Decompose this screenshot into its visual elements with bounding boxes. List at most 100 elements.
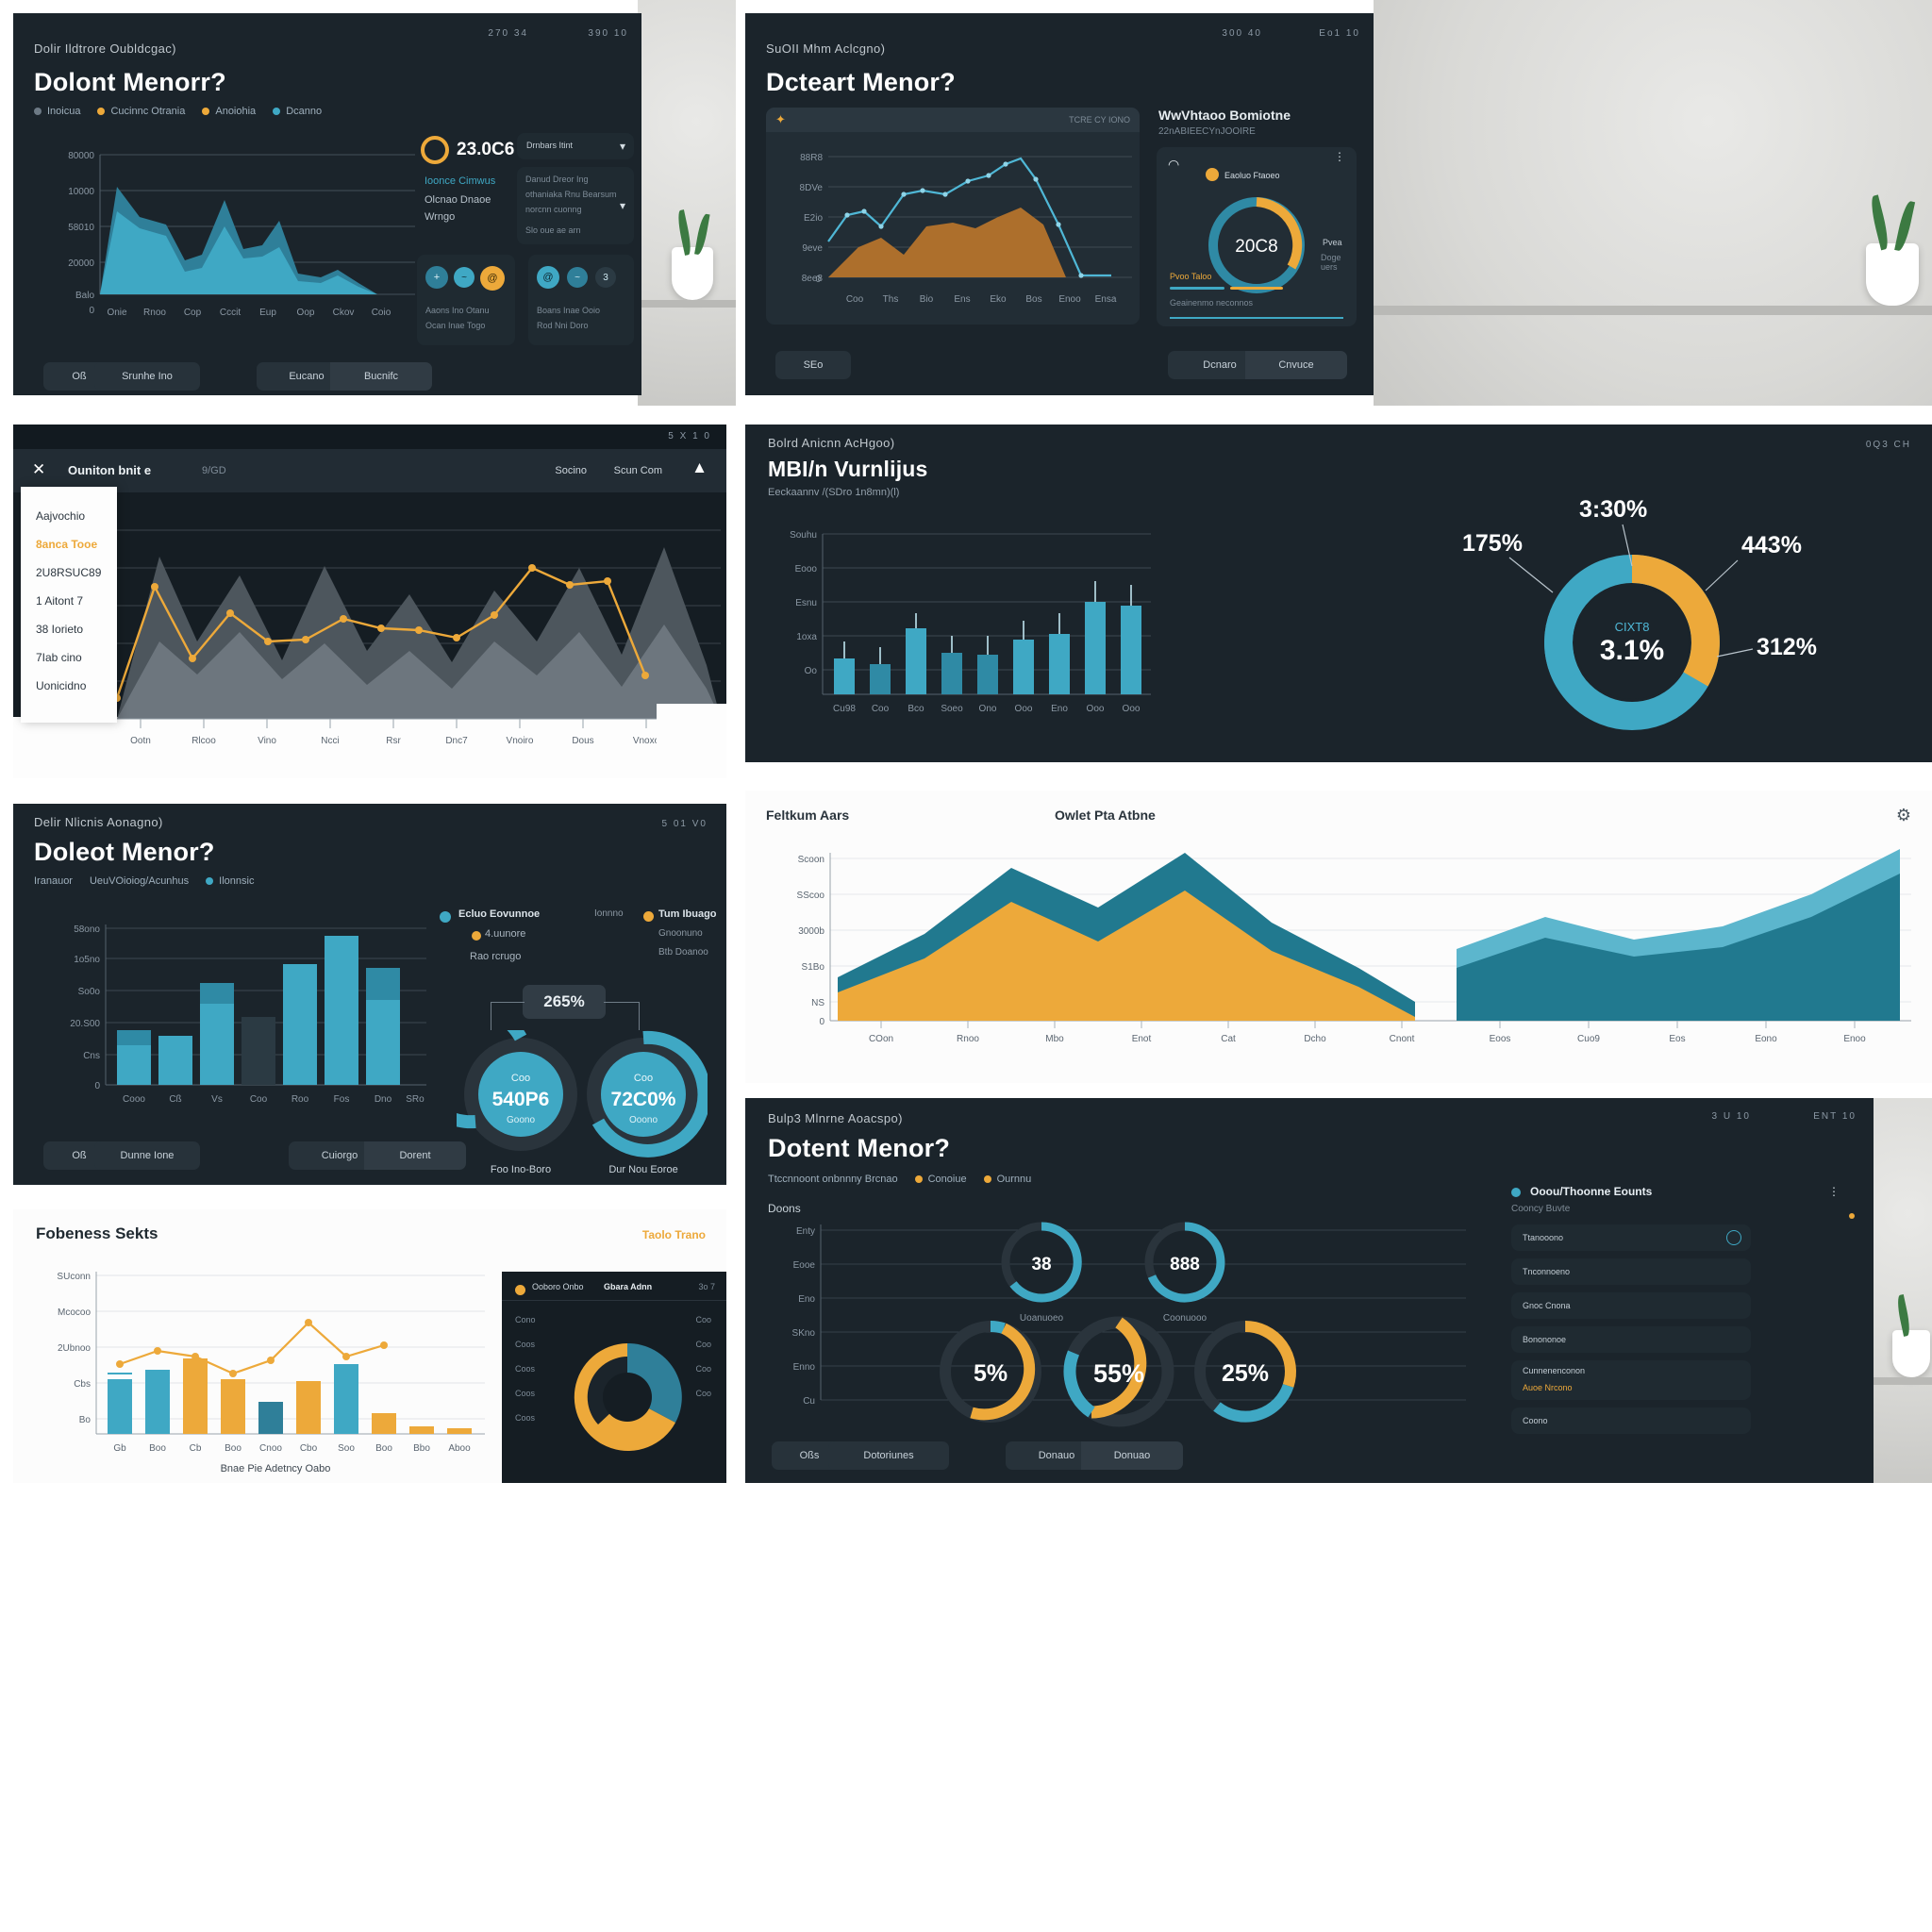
panel1-dropdown[interactable]: Drnbars Itint ▾ bbox=[517, 133, 634, 159]
panel6-bar-line-chart[interactable]: SUconn Mcocoo 2Ubnoo Cbs Bo Gb Boo Cb Boo Cnoo… bbox=[21, 1258, 492, 1475]
svg-text:Enoo: Enoo bbox=[1843, 1034, 1866, 1044]
panel4-donut-chart[interactable]: CIXT8 3.1% 175% 3:30% 443% 312% bbox=[1349, 487, 1915, 751]
chip-icon-wave-2[interactable]: ~ bbox=[567, 267, 588, 288]
panel6-inset-row-3[interactable]: Coos bbox=[515, 1389, 536, 1398]
legend-item[interactable]: UeuVOioiog/Acunhus bbox=[90, 875, 189, 887]
svg-text:38: 38 bbox=[1031, 1255, 1051, 1274]
svg-text:Enoo: Enoo bbox=[1058, 294, 1081, 305]
panel8-side-item-2[interactable]: Gnoc Cnona bbox=[1511, 1292, 1751, 1319]
panel5-gauge-2[interactable]: Coo 72C0% Ooono bbox=[579, 1030, 708, 1158]
panel6-inset-row-0[interactable]: Cono bbox=[515, 1315, 536, 1324]
panel5-rl-extra-2: Gnoonuno bbox=[658, 928, 703, 939]
legend-dot-icon bbox=[273, 108, 281, 115]
panel1-chip-card-b[interactable]: @ ~ 3 Boans Inae Ooio Rod Nni Doro bbox=[528, 255, 634, 345]
legend-item[interactable]: Ttccnnoont onbnnny Brcnao bbox=[768, 1174, 898, 1185]
panel6-inset-row-4[interactable]: Coos bbox=[515, 1413, 536, 1423]
panel5-gauge-1[interactable]: Coo 540P6 Goono bbox=[457, 1030, 585, 1158]
panel8-corner-right: ENT 10 bbox=[1813, 1111, 1857, 1122]
panel2-footer-note1: Pvoo Taloo bbox=[1170, 272, 1212, 281]
legend-item[interactable]: Inoicua bbox=[34, 106, 80, 117]
svg-text:9eve: 9eve bbox=[802, 243, 823, 254]
panel2-button-2[interactable]: Cnvuce bbox=[1245, 351, 1347, 379]
kebab-menu-icon[interactable]: ⋮ bbox=[1334, 150, 1345, 163]
panel3-action-0[interactable]: Socino bbox=[555, 465, 587, 476]
panel2-chart-card[interactable]: ✦ TCRE CY IONO 88R8 8DVe E2io bbox=[766, 108, 1140, 325]
sidebar-item-1[interactable]: 8anca Tooe bbox=[36, 538, 98, 551]
legend-item[interactable]: Anoiohia bbox=[202, 106, 256, 117]
panel5-button-1[interactable]: Dunne Ione bbox=[94, 1141, 200, 1170]
chip-icon-num[interactable]: 3 bbox=[595, 267, 616, 288]
panel6-inset-pie[interactable] bbox=[557, 1326, 698, 1468]
panel1-corner-right: 390 10 bbox=[588, 28, 628, 39]
panel8-side-kebab-icon[interactable]: ⋮ bbox=[1828, 1185, 1840, 1198]
legend-item[interactable]: Ournnu bbox=[983, 1174, 1031, 1185]
panel8-side-sub: Cooncy Buvte bbox=[1511, 1204, 1571, 1214]
panel8-side-item-0[interactable]: Ttanooono bbox=[1511, 1224, 1751, 1251]
panel1-info-card[interactable]: Danud Dreor Ing othaniaka Rnu Bearsum no… bbox=[517, 167, 634, 244]
panel3-action-1[interactable]: Scun Com bbox=[613, 465, 662, 476]
legend-dot-icon bbox=[34, 108, 42, 115]
chip-icon-wave[interactable]: ~ bbox=[454, 267, 475, 288]
svg-text:Dous: Dous bbox=[572, 736, 593, 746]
panel8-side-item-1[interactable]: Tnconnoeno bbox=[1511, 1258, 1751, 1285]
svg-text:3.1%: 3.1% bbox=[1600, 635, 1664, 666]
panel6-inset-card[interactable]: Ooboro Onbo Gbara Adnn 3o 7 Cono Coos Co… bbox=[502, 1272, 726, 1483]
panel8-gauge-grid[interactable]: Enty Eooe Eno SKno Enno Cu 38 888 Uoanuoeo C… bbox=[758, 1215, 1475, 1441]
chip-icon-add[interactable]: + bbox=[425, 266, 448, 289]
panel6-inset-row-2[interactable]: Coos bbox=[515, 1364, 536, 1374]
panel1-button-3[interactable]: Bucnifc bbox=[330, 362, 432, 391]
legend-item[interactable]: Iranauor bbox=[34, 875, 73, 887]
sidebar-item-2[interactable]: 2U8RSUC89 bbox=[36, 566, 102, 579]
panel1-area-chart[interactable]: 80000 10000 58010 20000 Balo 0 Onie Rnoo Cop… bbox=[26, 134, 423, 323]
panel8-corner-left: 3 U 10 bbox=[1711, 1111, 1751, 1122]
panel6-right-badge[interactable]: Taolo Trano bbox=[641, 1228, 706, 1241]
svg-text:CIXT8: CIXT8 bbox=[1615, 620, 1650, 634]
sidebar-item-6[interactable]: Uonicidno bbox=[36, 679, 87, 692]
sidebar-item-5[interactable]: 7Iab cino bbox=[36, 651, 82, 664]
panel-overview-dashboard: 270 34 390 10 Dolir Ildtrore Oubldcgac) … bbox=[13, 13, 641, 395]
panel5-legend: Iranauor UeuVOioiog/Acunhus Ilonnsic bbox=[34, 875, 254, 887]
svg-text:72C0%: 72C0% bbox=[611, 1089, 676, 1110]
plant-pot-2 bbox=[1866, 243, 1919, 306]
panel2-donut-side2: Doge uers bbox=[1321, 253, 1341, 272]
panel2-donut-chart[interactable]: 20C8 bbox=[1200, 189, 1313, 302]
panel1-button-1[interactable]: Srunhe Ino bbox=[94, 362, 200, 391]
panel1-info-line: norcnn cuonng bbox=[525, 205, 582, 214]
chip-icon-drop[interactable]: @ bbox=[537, 266, 559, 289]
panel2-button-0[interactable]: SEo bbox=[775, 351, 851, 379]
legend-dot-icon bbox=[983, 1175, 991, 1183]
gear-icon[interactable]: ⚙ bbox=[1895, 806, 1911, 824]
panel8-ring-cap-2: Coonuooo bbox=[1163, 1313, 1208, 1324]
chevron-up-icon[interactable]: ▲ bbox=[691, 458, 708, 476]
legend-item[interactable]: Conoiue bbox=[914, 1174, 967, 1185]
panel8-button-1[interactable]: Dotoriunes bbox=[828, 1441, 949, 1470]
panel8-button-3[interactable]: Donuao bbox=[1081, 1441, 1183, 1470]
chevron-down-icon-2[interactable]: ▾ bbox=[619, 199, 625, 212]
panel8-side-item-6[interactable]: Coono bbox=[1511, 1407, 1751, 1434]
panel8-side-item-3[interactable]: Bonononoe bbox=[1511, 1326, 1751, 1353]
svg-text:Dcho: Dcho bbox=[1304, 1034, 1326, 1044]
legend-item[interactable]: Dcanno bbox=[273, 106, 322, 117]
panel7-area-charts[interactable]: Scoon SScoo 3000b S1Bo NS 0 COon Rnoo Mbo Eno… bbox=[755, 836, 1924, 1072]
legend-item[interactable]: Ilonnsic bbox=[206, 875, 254, 887]
info-icon[interactable] bbox=[1726, 1230, 1741, 1245]
sidebar-item-4[interactable]: 38 Iorieto bbox=[36, 623, 84, 636]
legend-item[interactable]: Cucinnc Otrania bbox=[97, 106, 185, 117]
panel6-inset-row-1[interactable]: Coos bbox=[515, 1340, 536, 1349]
svg-text:S1Bo: S1Bo bbox=[802, 962, 825, 973]
panel4-bar-chart[interactable]: Souhu Eooo Esnu 1oxa Oo Cu98 Coo Bco Soeo Ono O… bbox=[764, 515, 1160, 732]
panel5-bar-chart[interactable]: 58ono 1o5no So0o 20.S00 Cns 0 Cooo Cß Vs Coo R… bbox=[26, 906, 432, 1123]
sidebar-item-3[interactable]: 1 Aitont 7 bbox=[36, 594, 84, 608]
panel2-donut-card[interactable]: ◠ ⋮ Eaoluo Ftaoeo 20C8 Pvea Doge uers Pv… bbox=[1157, 147, 1357, 326]
brand-x-icon[interactable]: ✕ bbox=[32, 460, 46, 478]
panel-line-dashboard: 300 40 Eo1 10 SuOII Mhm Aclcgno) Dcteart… bbox=[745, 13, 1374, 395]
panel1-kpi-sub1: Ioonce Cimwus bbox=[425, 175, 496, 187]
sidebar-item-0[interactable]: Aajvochio bbox=[36, 509, 86, 523]
panel8-side-item-4[interactable]: Cunnenenconon Auoe Nrcono bbox=[1511, 1360, 1751, 1400]
chip-icon-alert[interactable]: @ bbox=[480, 266, 505, 291]
panel1-chip-card-a[interactable]: + ~ @ Aaons Ino Otanu Ocan Inae Togo bbox=[417, 255, 515, 345]
panel6-inset-badge: Ooboro Onbo bbox=[532, 1282, 584, 1291]
panel5-button-3[interactable]: Dorent bbox=[364, 1141, 466, 1170]
